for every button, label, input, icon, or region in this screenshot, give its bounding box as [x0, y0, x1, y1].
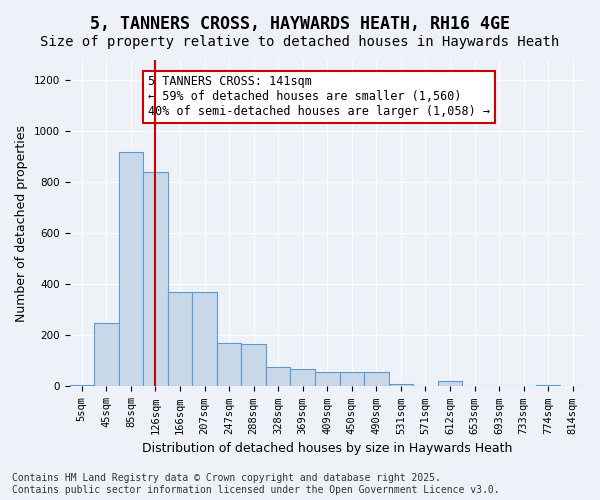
Bar — [266, 368, 290, 386]
Bar — [192, 292, 217, 386]
Bar — [315, 372, 340, 386]
X-axis label: Distribution of detached houses by size in Haywards Heath: Distribution of detached houses by size … — [142, 442, 512, 455]
Bar — [364, 372, 389, 386]
Y-axis label: Number of detached properties: Number of detached properties — [15, 124, 28, 322]
Bar — [438, 382, 462, 386]
Bar — [340, 372, 364, 386]
Bar — [168, 292, 192, 386]
Bar — [536, 385, 560, 386]
Text: Size of property relative to detached houses in Haywards Heath: Size of property relative to detached ho… — [40, 35, 560, 49]
Bar — [94, 323, 119, 386]
Bar — [389, 384, 413, 386]
Bar — [217, 343, 241, 386]
Bar — [143, 172, 168, 386]
Text: 5 TANNERS CROSS: 141sqm
← 59% of detached houses are smaller (1,560)
40% of semi: 5 TANNERS CROSS: 141sqm ← 59% of detache… — [148, 76, 490, 118]
Bar — [70, 385, 94, 386]
Text: Contains HM Land Registry data © Crown copyright and database right 2025.
Contai: Contains HM Land Registry data © Crown c… — [12, 474, 500, 495]
Bar — [290, 368, 315, 386]
Bar — [241, 344, 266, 387]
Bar — [119, 152, 143, 386]
Text: 5, TANNERS CROSS, HAYWARDS HEATH, RH16 4GE: 5, TANNERS CROSS, HAYWARDS HEATH, RH16 4… — [90, 15, 510, 33]
